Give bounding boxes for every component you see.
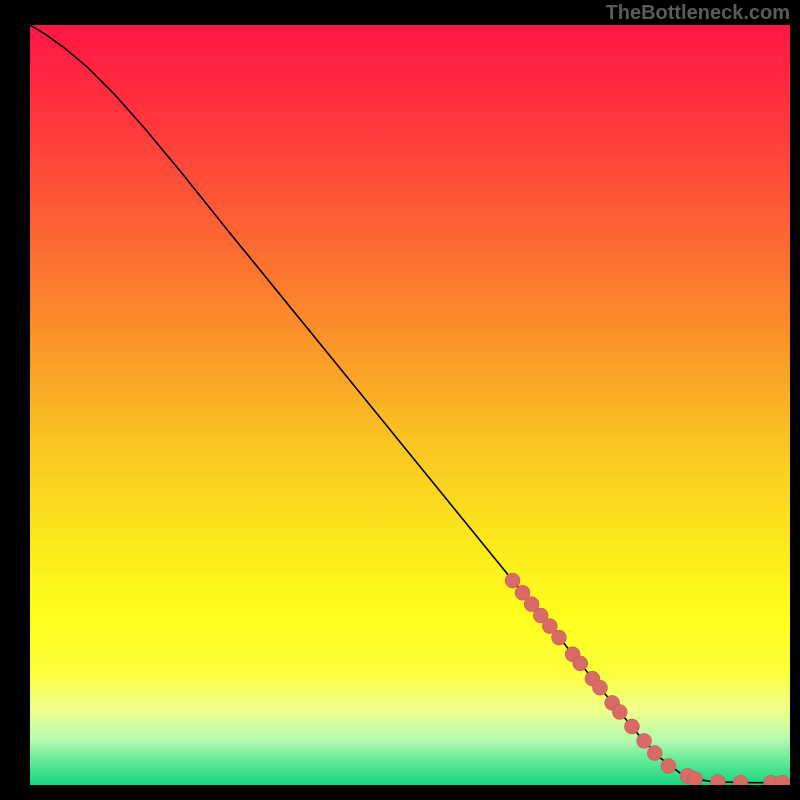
data-marker: [661, 759, 676, 774]
data-marker: [637, 733, 652, 748]
data-marker: [624, 719, 639, 734]
chart-container: [30, 25, 790, 785]
data-marker: [551, 630, 566, 645]
data-marker: [593, 680, 608, 695]
data-marker: [688, 771, 703, 785]
data-marker: [647, 746, 662, 761]
chart-svg: [30, 25, 790, 785]
data-marker: [573, 656, 588, 671]
data-marker: [505, 573, 520, 588]
chart-background: [30, 25, 790, 785]
data-marker: [612, 705, 627, 720]
watermark-text: TheBottleneck.com: [606, 2, 790, 25]
